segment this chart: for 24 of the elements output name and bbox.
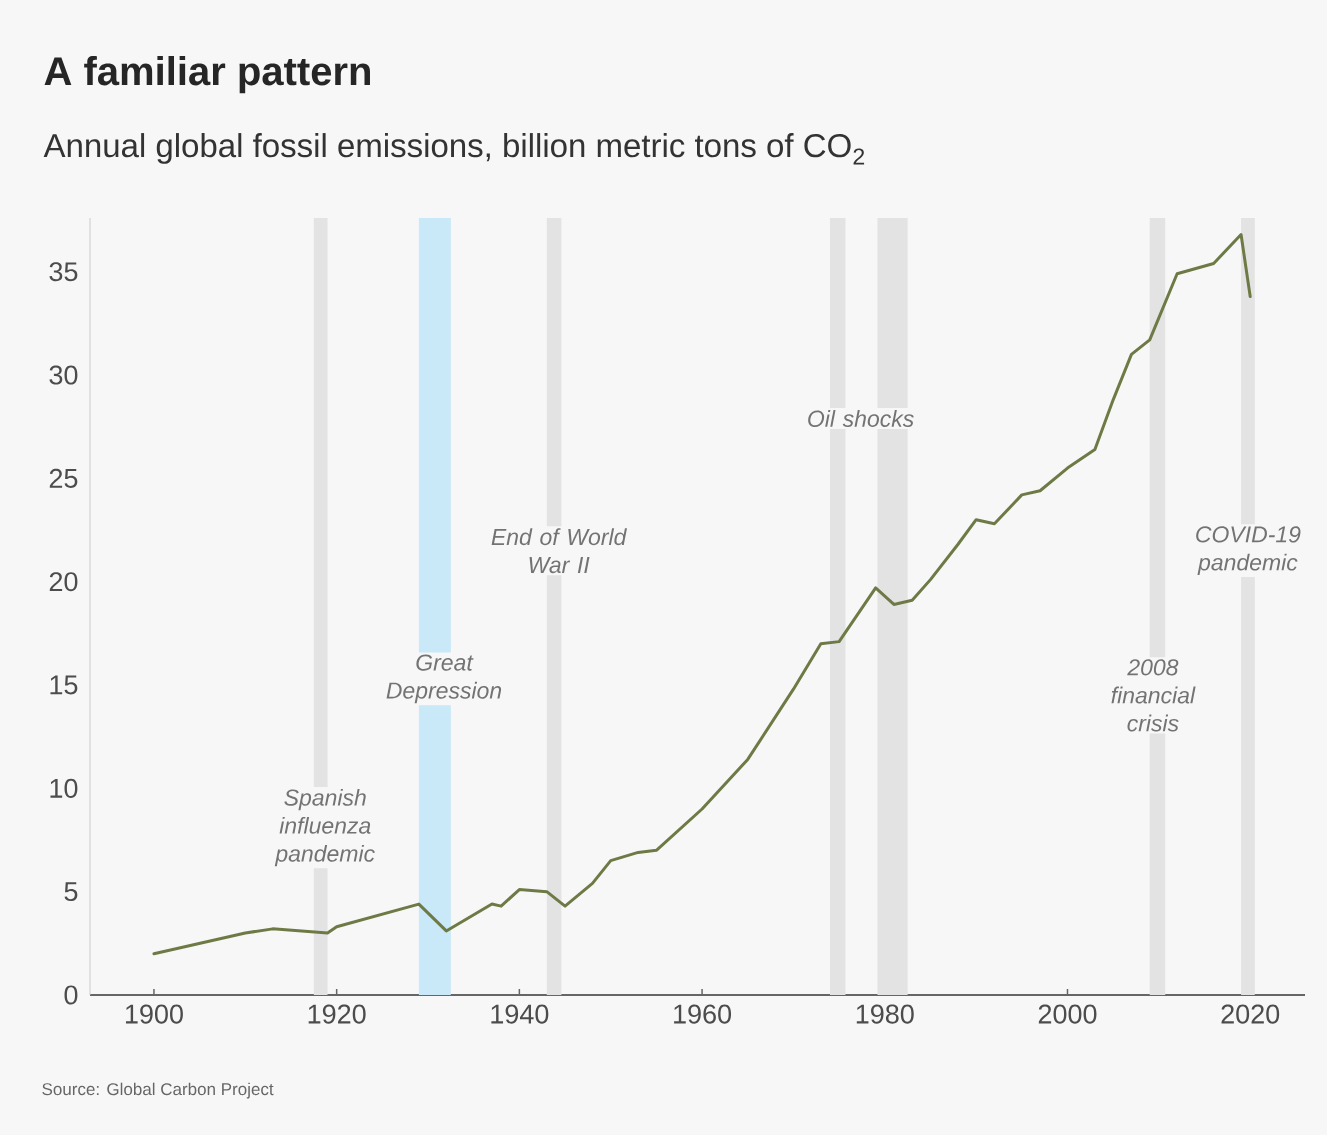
x-tick-label: 1940: [491, 1004, 549, 1024]
x-tick-label: 2000: [1038, 1004, 1097, 1024]
chart-title: A familiar pattern: [44, 56, 370, 94]
band-label: Spanish influenza pandemic: [274, 788, 375, 867]
chart-subtitle: Annual global fossil emissions, billion metric tons of CO$_{2}$: [43, 133, 865, 165]
x-tick-label: 1980: [856, 1004, 914, 1024]
band-label: Oil shocks: [808, 409, 914, 427]
source-note: Source: Global Carbon Project: [42, 1082, 274, 1099]
y-tick-label: 0: [64, 985, 78, 1005]
band-label: 2008 financial crisis: [1111, 659, 1196, 732]
y-tick-label: 30: [49, 365, 78, 385]
y-tick-label: 5: [64, 882, 78, 902]
band-label: COVID-19 pandemic: [1196, 526, 1301, 576]
x-tick-label: 1900: [125, 1004, 183, 1024]
y-tick-label: 25: [49, 468, 78, 488]
y-tick-label: 10: [50, 778, 78, 798]
band-label: Great Depression: [386, 654, 502, 704]
band-label: End of World War II: [491, 528, 627, 574]
x-tick-label: 1960: [674, 1004, 732, 1024]
y-tick-label: 20: [49, 572, 78, 592]
x-tick-label: 2020: [1221, 1004, 1280, 1024]
y-tick-label: 15: [50, 675, 78, 695]
x-tick-label: 1920: [308, 1004, 366, 1024]
y-tick-label: 35: [49, 262, 78, 282]
